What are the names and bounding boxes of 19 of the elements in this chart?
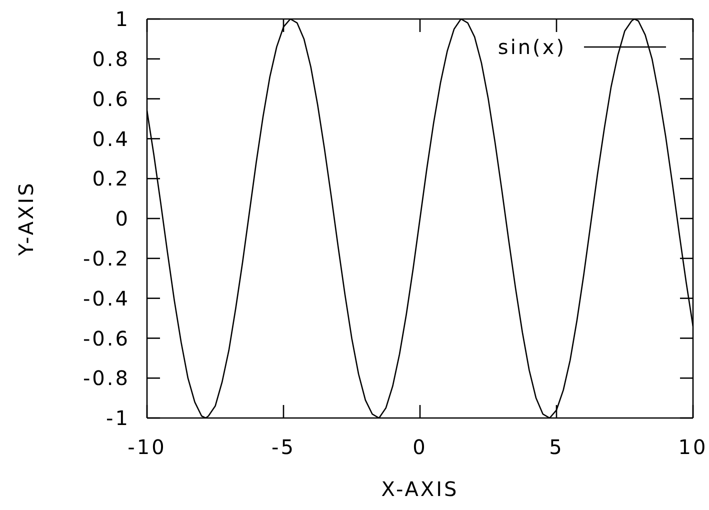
- legend-label: sin(x): [498, 35, 566, 59]
- y-tick-label: 0.2: [92, 166, 130, 191]
- x-tick-label: 5: [549, 435, 564, 460]
- y-tick-label: 0.4: [92, 126, 130, 151]
- x-axis-title: X-AXIS: [381, 477, 459, 501]
- y-tick-label: 0.8: [92, 47, 130, 71]
- y-axis-title: Y-AXIS: [14, 181, 38, 257]
- x-tick-label: -10: [128, 435, 166, 460]
- y-tick-label: -1: [106, 406, 130, 430]
- x-tick-label: 0: [412, 435, 428, 460]
- x-tick-label: -5: [272, 435, 296, 460]
- y-tick-label: -0.2: [82, 246, 130, 270]
- y-tick-label: -0.6: [82, 326, 130, 350]
- y-tick-label: 1: [115, 7, 130, 32]
- y-tick-label: 0: [115, 206, 130, 231]
- y-tick-label: -0.4: [82, 286, 130, 310]
- x-tick-label: 10: [678, 435, 708, 460]
- y-tick-label: -0.8: [82, 366, 130, 390]
- y-tick-label: 0.6: [92, 86, 130, 111]
